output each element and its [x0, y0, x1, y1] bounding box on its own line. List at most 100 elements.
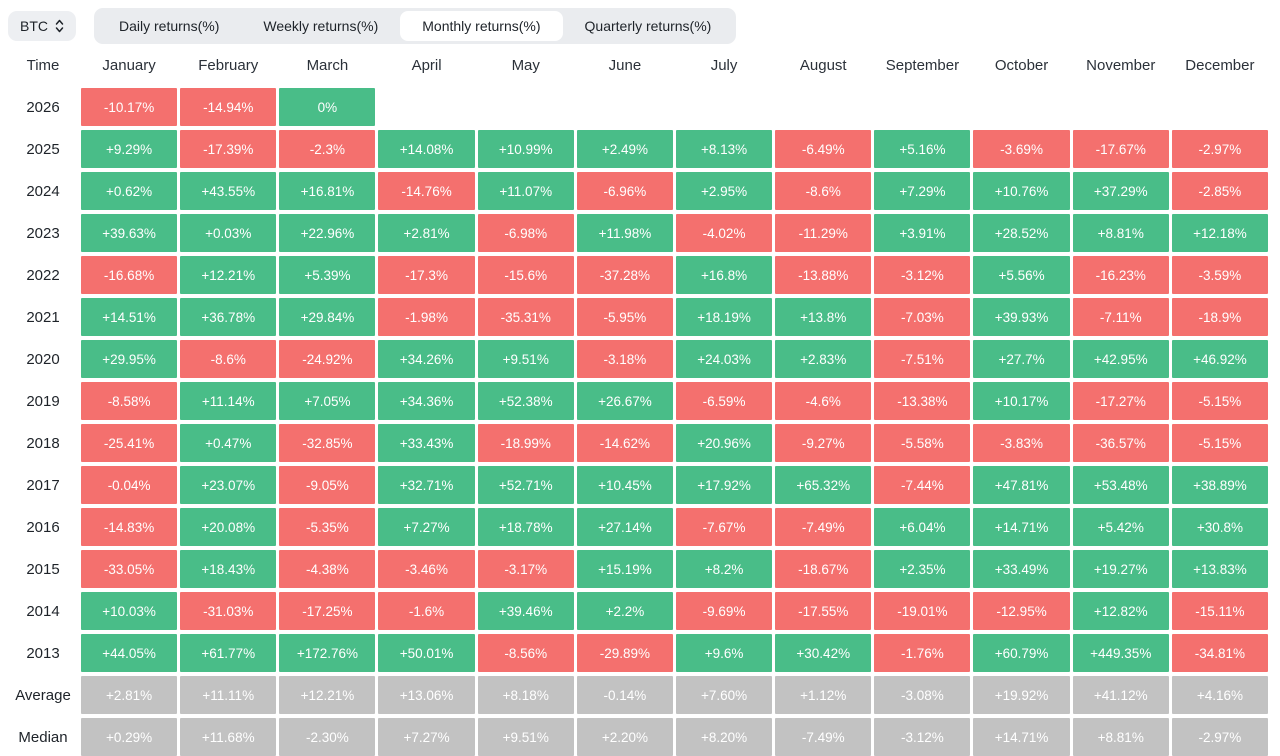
return-cell: +13.06%: [378, 676, 475, 714]
row-label: 2020: [26, 350, 60, 368]
return-cell: -7.49%: [775, 718, 872, 756]
row-label: 2018: [26, 434, 60, 452]
return-cell: [577, 88, 673, 126]
return-cell: +39.63%: [81, 214, 178, 252]
return-cell: +0.29%: [81, 718, 178, 756]
return-cell: -11.29%: [775, 214, 872, 252]
row-label: 2023: [26, 224, 60, 242]
return-cell: [1073, 88, 1169, 126]
row-label: 2021: [26, 308, 60, 326]
return-cell: +8.81%: [1072, 214, 1169, 252]
return-cell: -13.38%: [874, 382, 971, 420]
return-cell: -4.02%: [675, 214, 773, 252]
return-cell: -34.81%: [1171, 634, 1268, 672]
return-cell: -6.96%: [576, 172, 673, 210]
return-cell: -2.30%: [279, 718, 376, 756]
return-cell: -17.3%: [378, 256, 475, 294]
month-header: September: [885, 56, 960, 74]
return-cell: -4.38%: [279, 550, 376, 588]
tab-quarterly[interactable]: Quarterly returns(%): [563, 11, 734, 41]
row-label: Median: [18, 728, 68, 746]
month-header: November: [1086, 56, 1156, 74]
month-header: August: [799, 56, 847, 74]
return-cell: [1172, 88, 1268, 126]
return-cell: +9.51%: [477, 340, 574, 378]
symbol-selector[interactable]: BTC: [8, 11, 76, 41]
row-label: 2026: [26, 98, 60, 116]
return-cell: +30.8%: [1171, 508, 1268, 546]
return-cell: +2.81%: [378, 214, 475, 252]
return-cell: +39.93%: [973, 298, 1070, 336]
return-cell: +14.71%: [973, 508, 1070, 546]
return-cell: -5.15%: [1171, 424, 1268, 462]
return-cell: +3.91%: [874, 214, 971, 252]
return-cell: +12.21%: [180, 256, 277, 294]
month-header: February: [198, 56, 259, 74]
return-cell: -7.11%: [1072, 298, 1169, 336]
return-cell: +27.14%: [576, 508, 673, 546]
return-cell: -14.62%: [576, 424, 673, 462]
return-cell: -6.59%: [675, 382, 773, 420]
return-cell: -2.97%: [1171, 130, 1268, 168]
return-cell: -15.11%: [1171, 592, 1268, 630]
return-cell: +449.35%: [1072, 634, 1169, 672]
return-cell: -17.27%: [1072, 382, 1169, 420]
return-cell: -25.41%: [81, 424, 178, 462]
return-cell: +33.49%: [973, 550, 1070, 588]
return-cell: +18.43%: [180, 550, 277, 588]
row-label: 2017: [26, 476, 60, 494]
return-cell: +14.51%: [81, 298, 178, 336]
month-header: April: [411, 56, 442, 74]
return-cell: -7.44%: [874, 466, 971, 504]
return-cell: -3.46%: [378, 550, 475, 588]
return-cell: +27.7%: [973, 340, 1070, 378]
return-cell: +23.07%: [180, 466, 277, 504]
monthly-returns-table: Time January February March April May June July…: [0, 44, 1280, 756]
return-cell: -19.01%: [874, 592, 971, 630]
return-cell: +2.20%: [576, 718, 673, 756]
return-cell: +14.08%: [378, 130, 475, 168]
return-cell: +0.47%: [180, 424, 277, 462]
return-cell: +0.62%: [81, 172, 178, 210]
return-cell: -8.58%: [81, 382, 178, 420]
return-cell: +1.12%: [775, 676, 872, 714]
return-cell: +8.2%: [675, 550, 773, 588]
return-cell: -18.9%: [1171, 298, 1268, 336]
return-cell: +44.05%: [81, 634, 178, 672]
row-label: 2025: [26, 140, 60, 158]
return-cell: -8.6%: [775, 172, 872, 210]
return-cell: [676, 88, 772, 126]
return-cell: -29.89%: [576, 634, 673, 672]
return-cell: +0.03%: [180, 214, 277, 252]
return-cell: -5.95%: [576, 298, 673, 336]
tab-weekly[interactable]: Weekly returns(%): [241, 11, 400, 41]
tab-monthly[interactable]: Monthly returns(%): [400, 11, 563, 41]
return-cell: -3.17%: [477, 550, 574, 588]
return-cell: -35.31%: [477, 298, 574, 336]
return-cell: -3.69%: [973, 130, 1070, 168]
row-label: Average: [15, 686, 71, 704]
return-cell: [775, 88, 871, 126]
return-cell: +10.45%: [576, 466, 673, 504]
return-cell: +42.95%: [1072, 340, 1169, 378]
return-cell: -3.59%: [1171, 256, 1268, 294]
return-cell: +11.07%: [477, 172, 574, 210]
return-cell: -37.28%: [576, 256, 673, 294]
return-cell: +7.60%: [675, 676, 773, 714]
row-label: 2024: [26, 182, 60, 200]
return-cell: +7.27%: [378, 718, 475, 756]
return-cell: +172.76%: [279, 634, 376, 672]
return-cell: -9.69%: [675, 592, 773, 630]
return-cell: -9.27%: [775, 424, 872, 462]
return-cell: +36.78%: [180, 298, 277, 336]
return-cell: -0.04%: [81, 466, 178, 504]
return-cell: -5.58%: [874, 424, 971, 462]
return-cell: -1.98%: [378, 298, 475, 336]
tab-daily[interactable]: Daily returns(%): [97, 11, 241, 41]
return-cell: +2.49%: [576, 130, 673, 168]
return-cell: +18.78%: [477, 508, 574, 546]
return-cell: +46.92%: [1171, 340, 1268, 378]
return-cell: +41.12%: [1072, 676, 1169, 714]
return-cell: -36.57%: [1072, 424, 1169, 462]
return-cell: -12.95%: [973, 592, 1070, 630]
